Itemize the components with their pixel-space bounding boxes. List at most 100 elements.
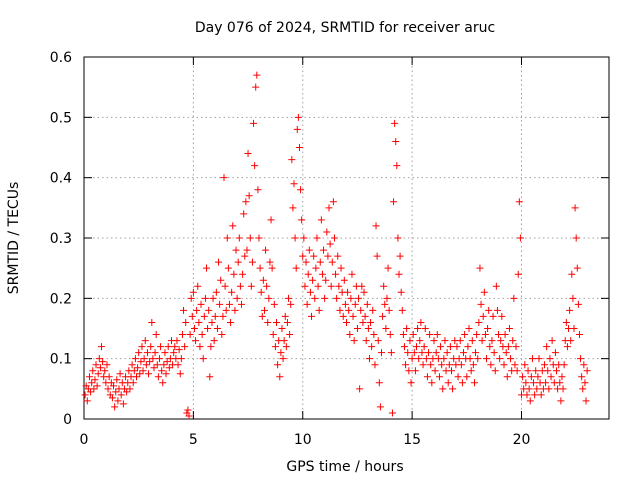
data-point: [577, 355, 585, 363]
data-point: [448, 367, 455, 375]
data-point: [200, 312, 208, 320]
data-point: [457, 361, 465, 369]
data-point: [557, 397, 565, 405]
data-point: [306, 288, 314, 296]
data-point: [256, 264, 264, 272]
data-point: [484, 325, 492, 332]
data-point: [300, 234, 308, 242]
data-point: [420, 343, 428, 351]
data-point: [347, 294, 355, 302]
data-point: [440, 355, 448, 363]
data-point: [181, 343, 189, 351]
data-point: [572, 234, 580, 242]
data-point: [395, 270, 403, 278]
data-point: [461, 331, 469, 339]
data-point: [363, 300, 371, 308]
data-point: [89, 367, 97, 375]
data-point: [340, 276, 348, 284]
data-point: [454, 373, 462, 381]
data-point: [233, 294, 241, 302]
data-point: [213, 325, 221, 332]
data-point: [501, 331, 509, 339]
data-point: [505, 325, 513, 332]
data-point: [316, 258, 324, 266]
data-point: [568, 270, 576, 278]
x-tick-label: 20: [513, 432, 531, 448]
data-point: [188, 312, 196, 320]
data-point: [311, 294, 319, 302]
y-tick-label: 0.6: [50, 50, 72, 66]
data-point: [321, 294, 329, 302]
data-point: [105, 373, 113, 381]
data-point: [374, 337, 382, 345]
x-tick-label: 10: [294, 432, 312, 448]
data-point: [129, 379, 137, 387]
data-point: [257, 288, 265, 296]
data-point: [427, 361, 435, 369]
data-point: [400, 343, 408, 351]
data-point: [356, 385, 364, 393]
data-point: [243, 246, 251, 254]
data-point: [253, 71, 261, 79]
data-point: [137, 358, 145, 366]
data-point: [581, 379, 589, 387]
data-point: [83, 397, 91, 405]
data-point: [93, 382, 101, 390]
data-point: [176, 370, 184, 378]
data-point: [295, 144, 303, 151]
data-point: [394, 234, 402, 242]
data-point: [415, 355, 423, 363]
data-point: [477, 300, 485, 308]
axis-ticks: 0 0.1 0.2 0.3 0.4 0.5 0.6 0 5 10 15 20: [50, 50, 609, 448]
data-point: [104, 385, 112, 393]
data-point: [488, 337, 496, 345]
data-point: [580, 361, 588, 369]
data-point: [220, 174, 228, 182]
data-point: [468, 337, 476, 345]
data-point: [276, 373, 284, 381]
data-point: [133, 373, 140, 381]
data-point: [489, 312, 497, 320]
data-point: [297, 186, 305, 194]
data-point: [388, 409, 396, 417]
data-point: [458, 379, 466, 387]
data-point: [230, 270, 238, 278]
data-point: [546, 355, 554, 363]
data-point: [327, 282, 335, 290]
data-point: [193, 306, 201, 314]
data-point: [285, 294, 293, 302]
data-point: [556, 379, 564, 387]
data-point: [402, 361, 410, 369]
data-point: [225, 300, 233, 308]
data-point: [519, 373, 527, 381]
data-point: [318, 270, 326, 278]
data-point: [428, 379, 436, 387]
data-point: [355, 294, 363, 302]
data-point: [483, 355, 490, 363]
y-tick-label: 0.2: [50, 291, 72, 307]
data-point: [281, 312, 289, 320]
data-point: [382, 325, 390, 332]
data-point: [136, 370, 144, 378]
data-point: [174, 361, 182, 369]
data-point: [433, 331, 441, 339]
data-point: [314, 282, 322, 290]
data-point: [184, 406, 192, 414]
data-point: [206, 373, 214, 381]
data-point: [444, 379, 452, 387]
data-point: [291, 234, 299, 242]
data-point: [153, 361, 161, 369]
data-point: [535, 355, 543, 363]
chart-title: Day 076 of 2024, SRMTID for receiver aru…: [195, 20, 495, 36]
data-point: [215, 258, 223, 266]
data-points: [81, 71, 591, 420]
data-point: [171, 343, 179, 351]
data-point: [522, 379, 530, 387]
data-point: [175, 346, 183, 354]
data-point: [117, 391, 125, 399]
data-point: [570, 325, 578, 332]
data-point: [88, 379, 96, 387]
data-point: [187, 294, 195, 302]
data-point: [239, 270, 247, 278]
data-point: [320, 246, 328, 254]
